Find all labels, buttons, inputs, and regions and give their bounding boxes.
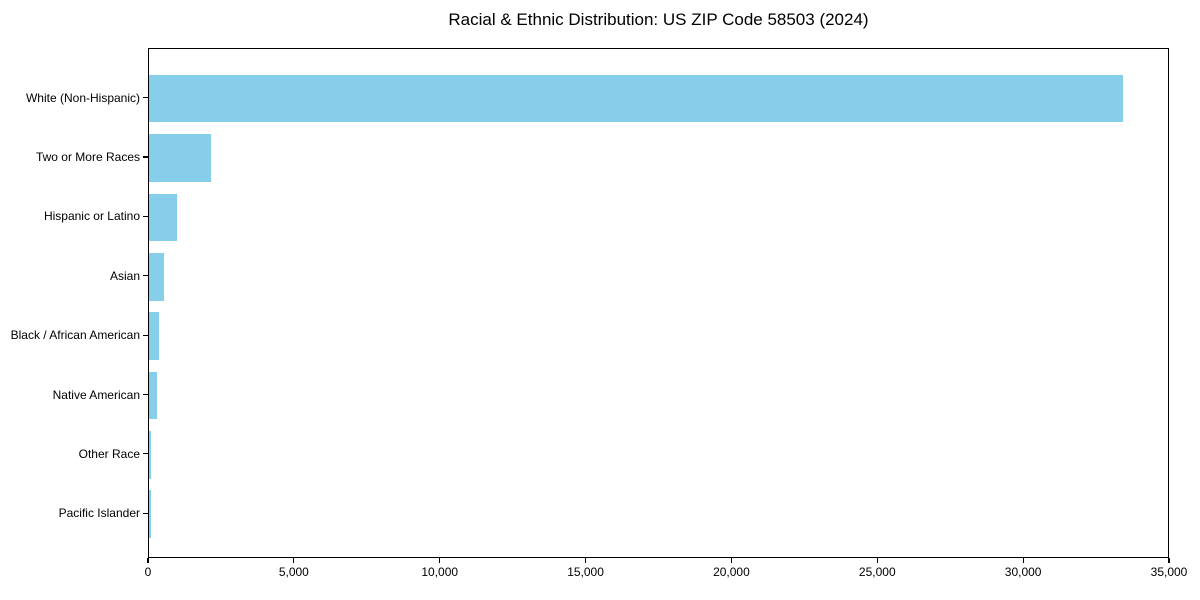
plot-area: [148, 48, 1169, 558]
y-tick-label: Asian: [109, 268, 140, 283]
y-tick-mark: [143, 156, 148, 158]
bar: [149, 74, 1124, 123]
y-tick-mark: [143, 215, 148, 217]
y-tick-label: Black / African American: [10, 328, 140, 343]
bar: [149, 193, 177, 242]
y-tick-mark: [143, 97, 148, 99]
bar: [149, 431, 151, 479]
x-tick-mark: [147, 558, 149, 563]
x-tick-mark: [1022, 558, 1024, 563]
x-tick-mark: [584, 558, 587, 563]
x-tick-label: 20,000: [713, 565, 750, 579]
bar: [149, 134, 211, 182]
bar: [149, 312, 160, 360]
bar: [149, 371, 158, 420]
x-tick-mark: [1168, 558, 1170, 563]
x-tick-label: 5,000: [278, 565, 309, 579]
x-tick-mark: [730, 558, 733, 563]
y-tick-mark: [143, 275, 148, 277]
bar: [149, 253, 164, 301]
x-tick-label: 35,000: [1150, 565, 1188, 579]
x-tick-label: 15,000: [567, 565, 604, 579]
y-tick-label: White (Non-Hispanic): [25, 90, 140, 105]
x-tick-mark: [876, 558, 878, 563]
y-tick-label: Native American: [52, 387, 140, 402]
y-tick-mark: [143, 512, 148, 514]
y-tick-mark: [143, 393, 148, 396]
y-tick-label: Hispanic or Latino: [43, 209, 140, 224]
x-tick-label: 30,000: [1004, 565, 1042, 579]
chart-title: Racial & Ethnic Distribution: US ZIP Cod…: [448, 10, 869, 29]
y-tick-label: Pacific Islander: [58, 506, 140, 521]
x-tick-mark: [439, 558, 441, 563]
x-tick-mark: [293, 558, 295, 563]
x-tick-label: 0: [144, 565, 152, 579]
y-tick-label: Two or More Races: [35, 150, 140, 165]
bar: [149, 490, 152, 538]
x-tick-label: 10,000: [421, 565, 459, 579]
x-tick-label: 25,000: [858, 565, 896, 579]
y-tick-label: Other Race: [78, 446, 140, 461]
y-tick-mark: [143, 334, 148, 336]
y-tick-mark: [143, 453, 148, 455]
